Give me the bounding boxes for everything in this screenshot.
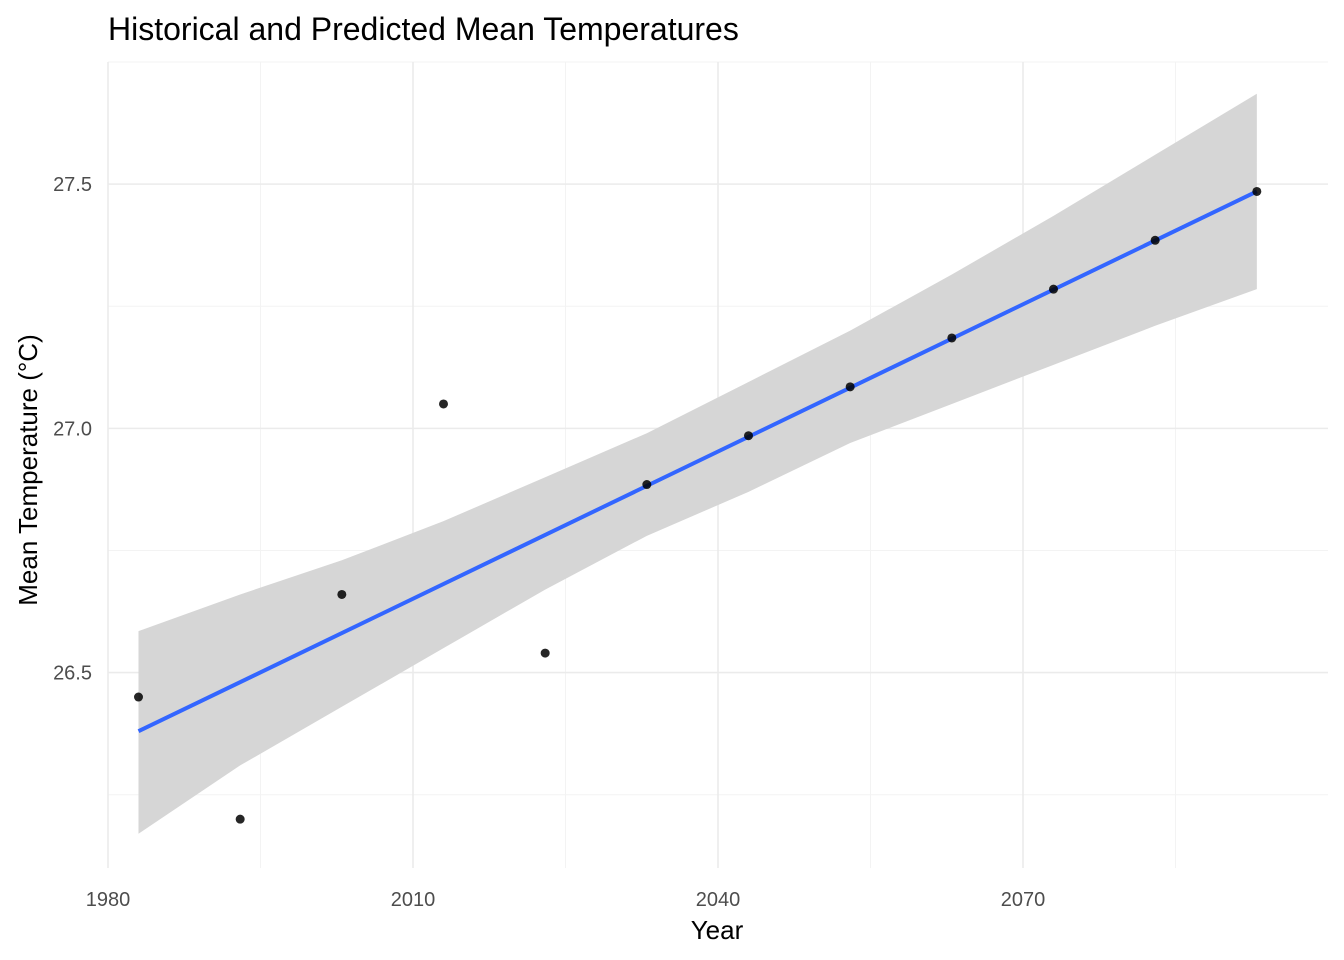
trend-line-path <box>137 189 1258 734</box>
x-tick-label: 2040 <box>696 889 741 911</box>
data-point <box>744 431 753 441</box>
data-points <box>134 186 1262 824</box>
data-point <box>1049 284 1058 294</box>
data-point <box>1252 186 1262 196</box>
data-point <box>642 480 652 490</box>
x-tick-label: 2070 <box>1001 889 1046 911</box>
data-point <box>540 648 550 658</box>
data-point <box>337 589 347 599</box>
data-point <box>439 399 448 409</box>
y-axis-title: Mean Temperature (°C) <box>13 334 43 605</box>
data-point <box>1150 235 1160 245</box>
confidence-band <box>138 93 1257 834</box>
y-tick-label: 27.0 <box>53 418 92 440</box>
confidence-band-area <box>138 93 1257 834</box>
trend-line <box>137 189 1258 734</box>
x-axis-ticks: 1980 2010 2040 2070 <box>86 889 1046 911</box>
data-point <box>845 382 855 392</box>
data-point <box>134 692 143 702</box>
data-point <box>947 333 957 343</box>
y-axis-ticks: 26.5 27.0 27.5 <box>53 174 92 684</box>
x-tick-label: 2010 <box>391 889 436 911</box>
x-axis-title: Year <box>691 915 744 945</box>
x-tick-label: 1980 <box>86 889 131 911</box>
chart-title: Historical and Predicted Mean Temperatur… <box>108 11 739 47</box>
y-tick-label: 27.5 <box>53 174 92 196</box>
y-tick-label: 26.5 <box>53 663 92 685</box>
data-point <box>235 814 245 824</box>
